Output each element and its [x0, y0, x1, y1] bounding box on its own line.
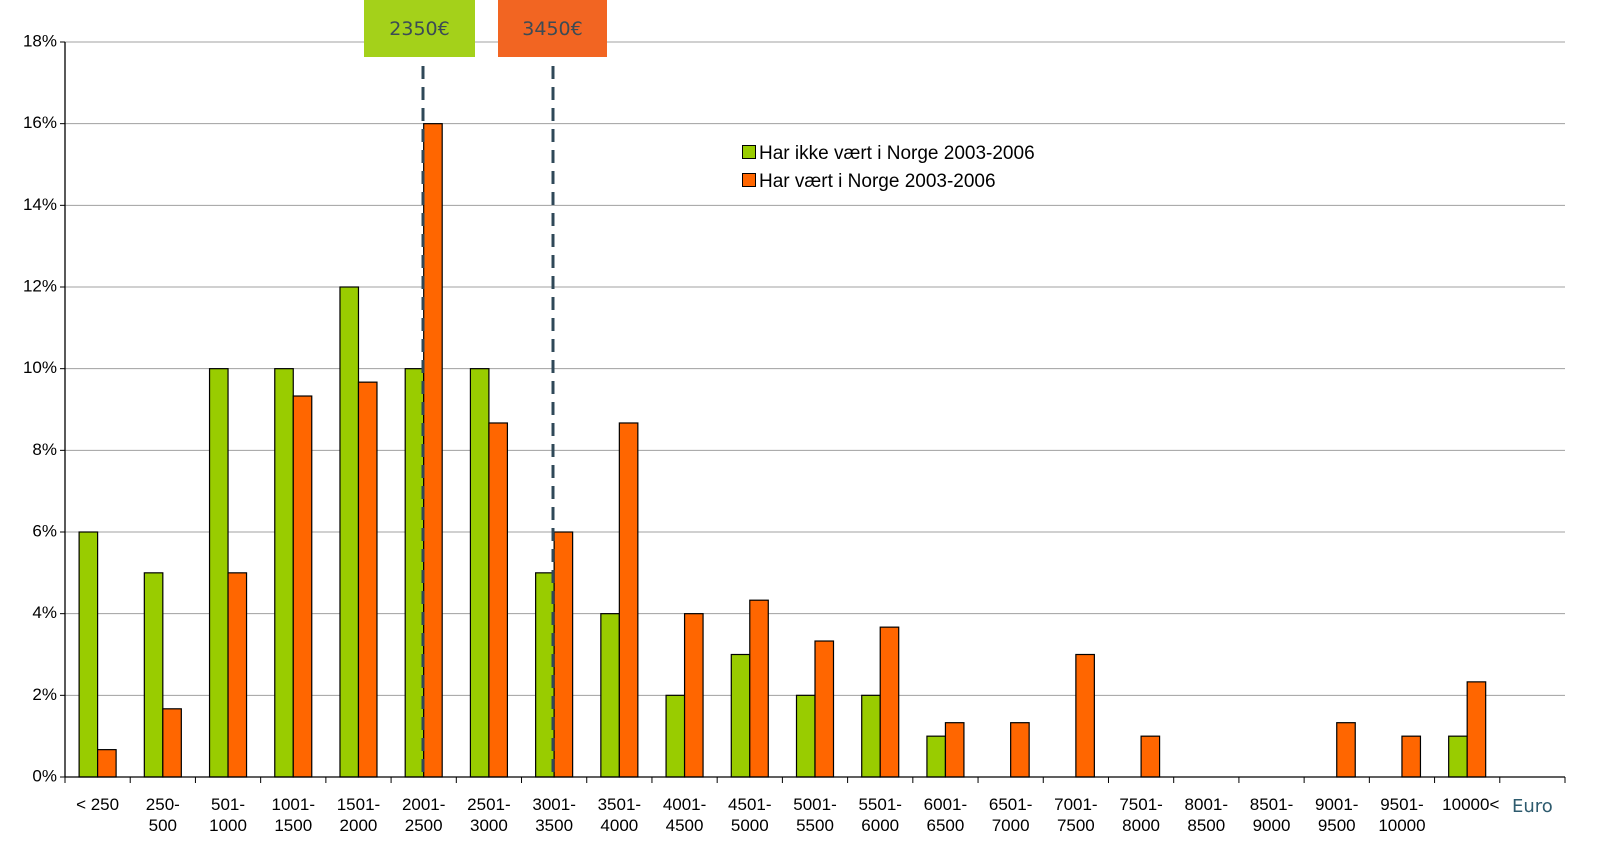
x-tick-label: 250-500: [145, 795, 180, 835]
bar: [292, 395, 313, 778]
annotation-box: 3450€: [498, 0, 607, 57]
bar: [423, 123, 443, 778]
bar: [1140, 735, 1161, 778]
x-tick-label: 10000<: [1442, 795, 1500, 814]
x-tick-label: 4501-5000: [728, 795, 772, 835]
x-tick-label: 9001-9500: [1314, 795, 1359, 835]
x-tick-label: 3001-3500: [532, 795, 576, 835]
x-tick-label: 5001-5500: [793, 795, 837, 835]
bar: [488, 422, 509, 778]
x-tick-label: < 250: [76, 795, 120, 814]
legend-label: Har ikke vært i Norge 2003-2006: [759, 143, 1035, 164]
annotation-box: 2350€: [364, 0, 475, 57]
x-tick-label: 5501-6000: [858, 795, 902, 835]
bar: [814, 640, 835, 778]
bar: [1448, 735, 1468, 778]
bar: [1401, 735, 1422, 778]
x-tick-label: 8001-8500: [1184, 795, 1229, 835]
bar: [78, 531, 99, 778]
x-tick-label: 1001-1500: [271, 795, 315, 835]
bar: [1466, 681, 1487, 778]
bar: [618, 422, 639, 778]
x-tick-label: 2501-3000: [467, 795, 511, 835]
x-axis-label: Euro: [1512, 796, 1553, 817]
legend-swatch: [742, 145, 756, 159]
legend-entry: Har ikke vært i Norge 2003-2006: [742, 143, 1035, 165]
y-tick-label: 0%: [32, 766, 57, 785]
x-tick-label: 7001-7500: [1054, 795, 1098, 835]
bar: [730, 653, 751, 778]
bar: [469, 368, 490, 778]
y-tick-label: 6%: [32, 521, 57, 540]
bar: [553, 531, 574, 778]
y-tick-label: 2%: [32, 685, 57, 704]
x-tick-label: 6001-6500: [923, 795, 968, 835]
x-tick-label: 501-1000: [209, 795, 247, 835]
y-tick-label: 16%: [23, 113, 57, 132]
bar: [1010, 722, 1030, 778]
bar: [357, 381, 378, 778]
bar: [535, 572, 555, 778]
y-tick-label: 14%: [23, 195, 57, 214]
bar: [1075, 653, 1095, 778]
bar: [879, 626, 900, 778]
legend-label: Har vært i Norge 2003-2006: [759, 171, 996, 192]
bar: [404, 368, 425, 778]
bar: [665, 694, 686, 778]
bar: [227, 572, 248, 778]
bar: [274, 368, 294, 778]
y-tick-label: 8%: [32, 440, 57, 459]
x-tick-label: 2001-2500: [401, 795, 446, 835]
bar: [944, 722, 965, 778]
y-tick-label: 12%: [23, 276, 57, 295]
bar: [600, 613, 620, 778]
y-tick-label: 4%: [32, 603, 57, 622]
bar: [683, 613, 704, 778]
x-tick-label: 8501-9000: [1249, 795, 1294, 835]
bar: [749, 599, 769, 778]
x-tick-label: 4001-4500: [662, 795, 707, 835]
bar: [795, 694, 816, 778]
bar: [861, 694, 881, 778]
y-tick-label: 18%: [23, 31, 57, 50]
x-tick-label: 9501-10000: [1378, 795, 1426, 835]
bar: [926, 735, 947, 778]
bar: [162, 708, 182, 778]
x-tick-label: 6501-7000: [988, 795, 1033, 835]
bar: [339, 286, 360, 778]
x-tick-label: 1501-2000: [336, 795, 381, 835]
legend-entry: Har vært i Norge 2003-2006: [742, 171, 996, 193]
bar: [143, 572, 164, 778]
bar: [1336, 722, 1356, 778]
bar: [208, 368, 229, 778]
y-tick-label: 10%: [23, 358, 57, 377]
x-tick-label: 3501-4000: [597, 795, 642, 835]
x-tick-label: 7501-8000: [1119, 795, 1163, 835]
bar: [97, 749, 117, 778]
legend-swatch: [742, 173, 756, 187]
